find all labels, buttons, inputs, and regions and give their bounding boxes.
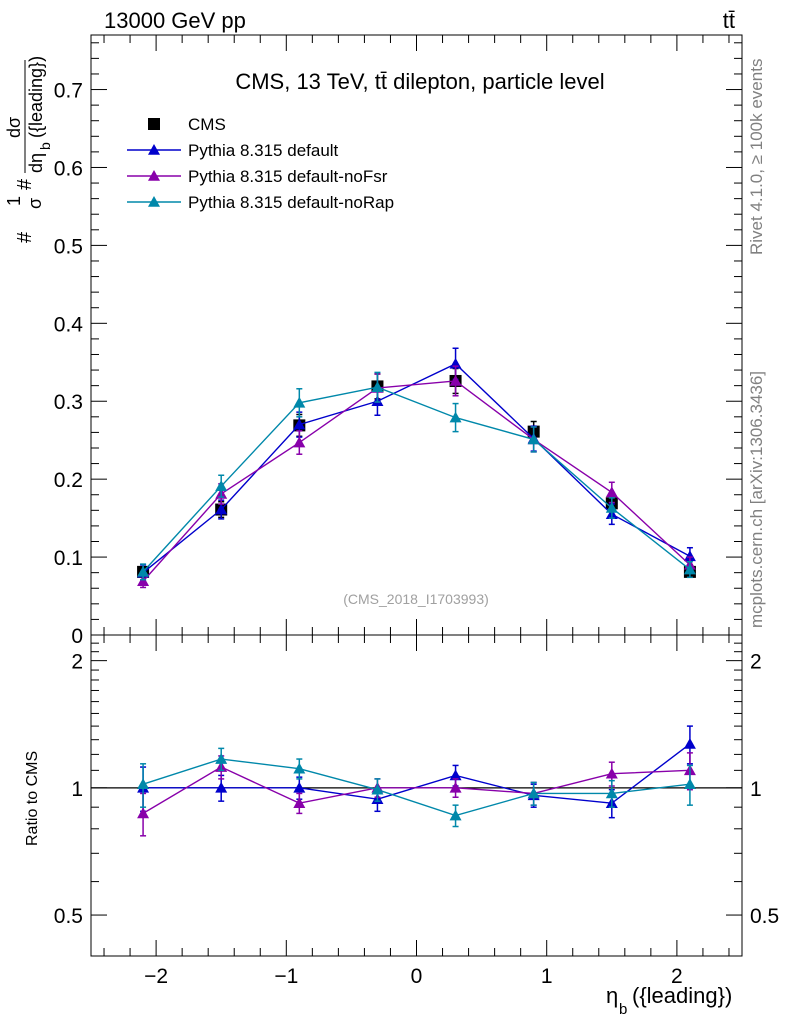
data-point: [527, 433, 540, 445]
ratio-point: [449, 809, 462, 821]
data-point: [293, 436, 306, 448]
ylabel-frac-num: 1: [4, 196, 24, 206]
ratio-y-tick-label: 1: [71, 778, 83, 801]
ratio-point: [137, 778, 150, 790]
main-y-tick-label: 0.3: [54, 391, 83, 414]
ratio-y-tick-label: 0.5: [54, 905, 83, 928]
xlabel-tail: ({leading}): [632, 983, 732, 1008]
ratio-point: [215, 781, 228, 793]
data-point: [137, 575, 150, 587]
main-y-label: # 1 σ # dσ dη b ({leading}): [4, 56, 53, 243]
ratio-point: [293, 781, 306, 793]
ratio-point: [605, 787, 618, 799]
ratio-point: [293, 797, 306, 808]
ylabel-mid: #: [14, 178, 36, 190]
legend-marker: [148, 144, 160, 155]
xlabel-sub: b: [619, 1001, 627, 1018]
ratio-point: [137, 807, 150, 819]
ratio-y-tick-label: 2: [71, 651, 83, 674]
legend: CMS Pythia 8.315 default Pythia 8.315 defa…: [127, 115, 394, 212]
ylabel-d-den-tail: ({leading}): [26, 56, 46, 138]
data-point: [293, 418, 306, 430]
ratio-series-pythia-8-315-default-norap: [137, 747, 696, 828]
ratio-point: [683, 737, 696, 749]
x-axis-label: η b ({leading}): [606, 983, 732, 1018]
main-y-tick-label: 0.1: [54, 547, 83, 570]
ratio-point: [683, 778, 696, 790]
data-point: [605, 501, 618, 513]
ratio-point: [449, 769, 462, 781]
data-point: [137, 565, 150, 577]
legend-marker: [148, 118, 160, 130]
main-y-axis: 0 0.1 0.2 0.3 0.4 0.5 0.6 0.7: [54, 42, 742, 648]
legend-label: CMS: [188, 115, 226, 134]
ratio-y-tick-label-right: 2: [750, 651, 762, 674]
ylabel-d-den: dη: [26, 153, 46, 173]
ratio-series: [137, 725, 696, 837]
ratio-x-axis: −2 −1 0 1 2: [103, 635, 730, 988]
legend-entry: CMS: [148, 115, 226, 134]
data-point: [449, 411, 462, 423]
rivet-label: Rivet 4.1.0, ≥ 100k events: [747, 59, 766, 255]
ratio-line: [142, 766, 690, 815]
x-tick-label: −1: [274, 965, 298, 988]
ratio-y-axis: 0.5 0.5 1 1 2 2: [54, 642, 779, 957]
data-point: [605, 486, 618, 498]
ratio-point: [293, 762, 306, 774]
legend-label: Pythia 8.315 default: [188, 141, 339, 160]
main-y-tick-label: 0.5: [54, 235, 83, 258]
main-series: [137, 347, 696, 589]
header-right: tt̄: [723, 8, 735, 33]
xlabel-eta: η: [606, 983, 618, 1008]
ylabel-frac-den: σ: [25, 198, 45, 209]
ratio-y-tick-label-right: 0.5: [750, 905, 779, 928]
chart-title: CMS, 13 TeV, tt̄ dilepton, particle leve…: [235, 69, 604, 94]
x-tick-label: −2: [144, 965, 168, 988]
series-line: [142, 362, 691, 574]
ylabel-d-den-sub: b: [37, 142, 53, 150]
legend-entry: Pythia 8.315 default-noFsr: [127, 167, 388, 186]
series-line: [142, 386, 691, 573]
mcplots-label: mcplots.cern.ch [arXiv:1306.3436]: [747, 371, 766, 628]
legend-label: Pythia 8.315 default-noFsr: [188, 167, 388, 186]
main-y-tick-label: 0.2: [54, 469, 83, 492]
ratio-point: [371, 783, 384, 795]
x-tick-label: 0: [411, 965, 423, 988]
ratio-line: [142, 758, 691, 817]
header-left: 13000 GeV pp: [104, 8, 246, 33]
data-point: [683, 563, 696, 575]
legend-entry: Pythia 8.315 default-noRap: [127, 193, 394, 212]
ratio-y-tick-label-right: 1: [750, 778, 762, 801]
ylabel-prefix: #: [14, 231, 36, 243]
ylabel-d-num: dσ: [4, 117, 24, 138]
data-point: [683, 550, 696, 562]
x-tick-label: 2: [671, 965, 683, 988]
data-point: [371, 381, 384, 393]
ratio-point: [449, 781, 462, 793]
main-x-ticks: [103, 35, 730, 635]
main-y-tick-label: 0.6: [54, 157, 83, 180]
main-panel: 0 0.1 0.2 0.3 0.4 0.5 0.6 0.7 CMS, 13 TeV, tt̄ …: [4, 34, 743, 648]
data-point: [215, 503, 228, 515]
data-point: [449, 374, 462, 386]
legend-marker: [148, 170, 160, 181]
series-pythia-8-315-default-norap: [137, 371, 696, 581]
ratio-y-label: Ratio to CMS: [24, 751, 41, 846]
data-point: [215, 480, 228, 491]
ratio-point: [527, 787, 540, 799]
ratio-point: [605, 767, 618, 779]
main-y-tick-label: 0.7: [54, 80, 83, 103]
legend-label: Pythia 8.315 default-noRap: [188, 193, 394, 212]
ratio-point: [215, 753, 228, 764]
data-point: [293, 396, 306, 408]
watermark: (CMS_2018_I1703993): [343, 591, 489, 607]
legend-marker: [148, 196, 160, 207]
series-line: [142, 380, 691, 582]
main-y-tick-label: 0.4: [54, 313, 84, 336]
legend-entry: Pythia 8.315 default: [127, 141, 339, 160]
x-tick-label: 1: [541, 965, 553, 988]
ratio-panel: 0.5 0.5 1 1 2 2 −2 −1 0 1 2 Ratio to CMS: [24, 634, 779, 988]
main-y-tick-label: 0: [71, 625, 83, 648]
